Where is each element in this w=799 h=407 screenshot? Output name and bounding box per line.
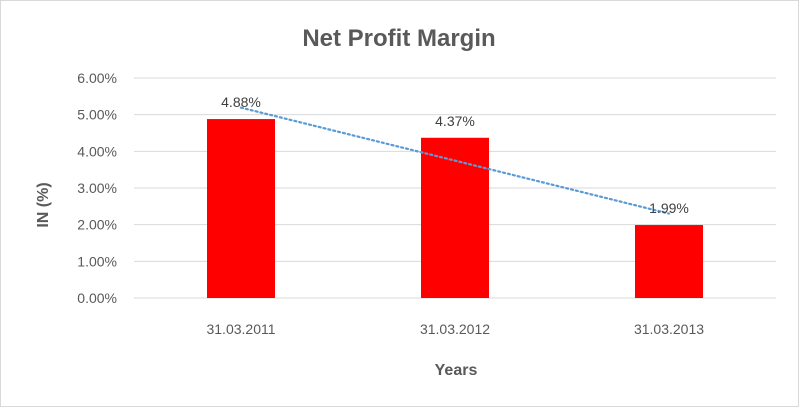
x-tick-label: 31.03.2012 (420, 321, 490, 337)
trendline (239, 106, 671, 215)
data-label: 4.37% (435, 113, 475, 129)
y-axis-title: IN (%) (35, 182, 52, 227)
bars (207, 119, 703, 298)
y-tick-label: 5.00% (77, 107, 117, 123)
bar-31.03.2013 (635, 225, 703, 298)
x-axis-ticks: 31.03.2011 31.03.2012 31.03.2013 (206, 321, 704, 337)
y-axis-ticks: 0.00% 1.00% 2.00% 3.00% 4.00% 5.00% 6.00% (77, 70, 117, 306)
x-tick-label: 31.03.2013 (634, 321, 704, 337)
y-tick-label: 3.00% (77, 180, 117, 196)
y-tick-label: 6.00% (77, 70, 117, 86)
chart-title: Net Profit Margin (302, 25, 495, 52)
y-tick-label: 2.00% (77, 217, 117, 233)
data-labels: 4.88% 4.37% 1.99% (221, 94, 689, 216)
y-tick-label: 1.00% (77, 253, 117, 269)
x-axis-title: Years (435, 362, 478, 379)
y-tick-label: 0.00% (77, 290, 117, 306)
linear-trendline (239, 106, 671, 215)
y-tick-label: 4.00% (77, 143, 117, 159)
x-tick-label: 31.03.2011 (206, 321, 275, 337)
data-label: 4.88% (221, 94, 261, 110)
bar-31.03.2012 (421, 137, 489, 298)
data-label: 1.99% (649, 200, 689, 216)
bar-31.03.2011 (207, 119, 275, 298)
